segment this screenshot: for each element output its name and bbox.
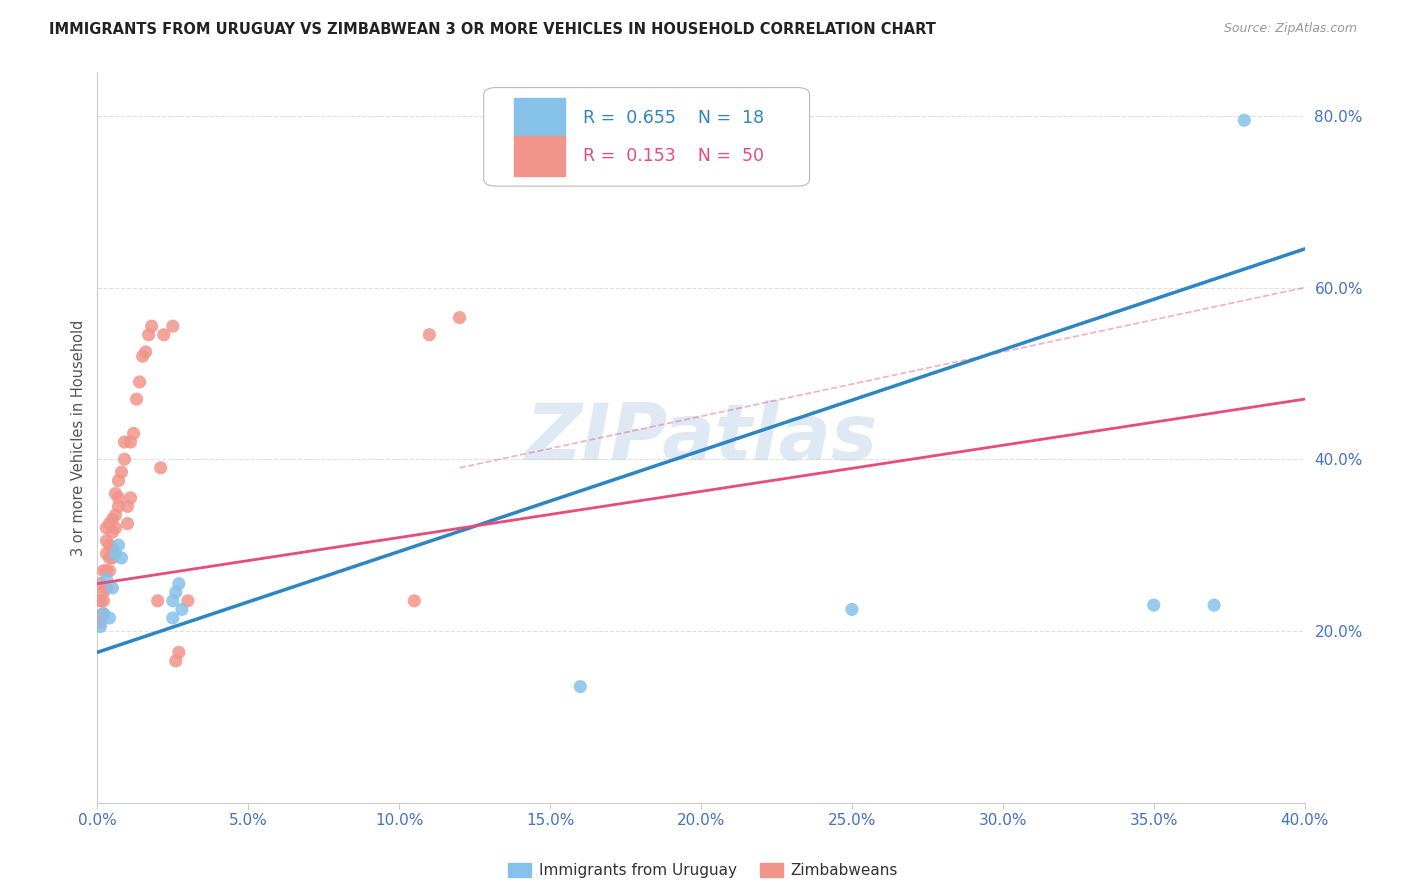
Point [141,319,163,334]
Point [98,550,121,565]
Point [96,573,118,587]
Point [96,521,118,535]
Point [98,611,121,625]
Point [165,585,187,599]
Text: Source: ZipAtlas.com: Source: ZipAtlas.com [1223,22,1357,36]
Point [101,581,124,595]
Point [101,512,124,526]
Point [1233,113,1256,128]
Point [1143,598,1166,612]
Point [93,564,115,578]
Point [152,327,174,342]
Text: IMMIGRANTS FROM URUGUAY VS ZIMBABWEAN 3 OR MORE VEHICLES IN HOUSEHOLD CORRELATIO: IMMIGRANTS FROM URUGUAY VS ZIMBABWEAN 3 … [49,22,936,37]
Point [104,486,127,500]
Point [101,542,124,557]
Point [110,550,132,565]
Point [120,435,142,450]
Point [98,516,121,531]
Point [418,327,440,342]
Point [135,345,157,359]
Bar [513,136,565,176]
Point [841,602,863,616]
FancyBboxPatch shape [484,87,810,186]
Point [104,508,127,522]
Point [149,460,172,475]
Point [146,594,169,608]
Point [162,319,184,334]
Point [98,564,121,578]
Point [114,435,136,450]
Point [569,680,592,694]
Point [107,491,129,505]
Point [93,607,115,621]
Point [167,645,190,659]
Point [93,607,115,621]
Point [167,576,190,591]
Point [177,594,200,608]
Point [1204,598,1226,612]
Point [96,564,118,578]
Text: R =  0.655    N =  18: R = 0.655 N = 18 [582,109,763,127]
Point [98,538,121,552]
Point [89,576,111,591]
Point [89,615,111,630]
Text: ZIPatlas: ZIPatlas [524,400,877,475]
Point [104,547,127,561]
Point [162,611,184,625]
Point [107,538,129,552]
Point [104,521,127,535]
Point [93,594,115,608]
Point [170,602,193,616]
Point [96,533,118,548]
Point [114,452,136,467]
Point [96,581,118,595]
Point [128,375,150,389]
Point [117,500,139,514]
Point [93,585,115,599]
Point [138,327,160,342]
Y-axis label: 3 or more Vehicles in Household: 3 or more Vehicles in Household [72,319,86,556]
Point [101,550,124,565]
Bar [513,98,565,138]
Point [131,349,153,363]
Point [107,474,129,488]
Point [89,594,111,608]
Point [125,392,148,406]
Point [449,310,471,325]
Point [122,426,145,441]
Text: R =  0.153    N =  50: R = 0.153 N = 50 [582,146,763,165]
Point [101,525,124,540]
Point [404,594,426,608]
Point [107,500,129,514]
Point [162,594,184,608]
Point [96,547,118,561]
Point [165,654,187,668]
Point [117,516,139,531]
Point [120,491,142,505]
Point [110,465,132,479]
Point [89,619,111,633]
Legend: Immigrants from Uruguay, Zimbabweans: Immigrants from Uruguay, Zimbabweans [502,857,904,884]
